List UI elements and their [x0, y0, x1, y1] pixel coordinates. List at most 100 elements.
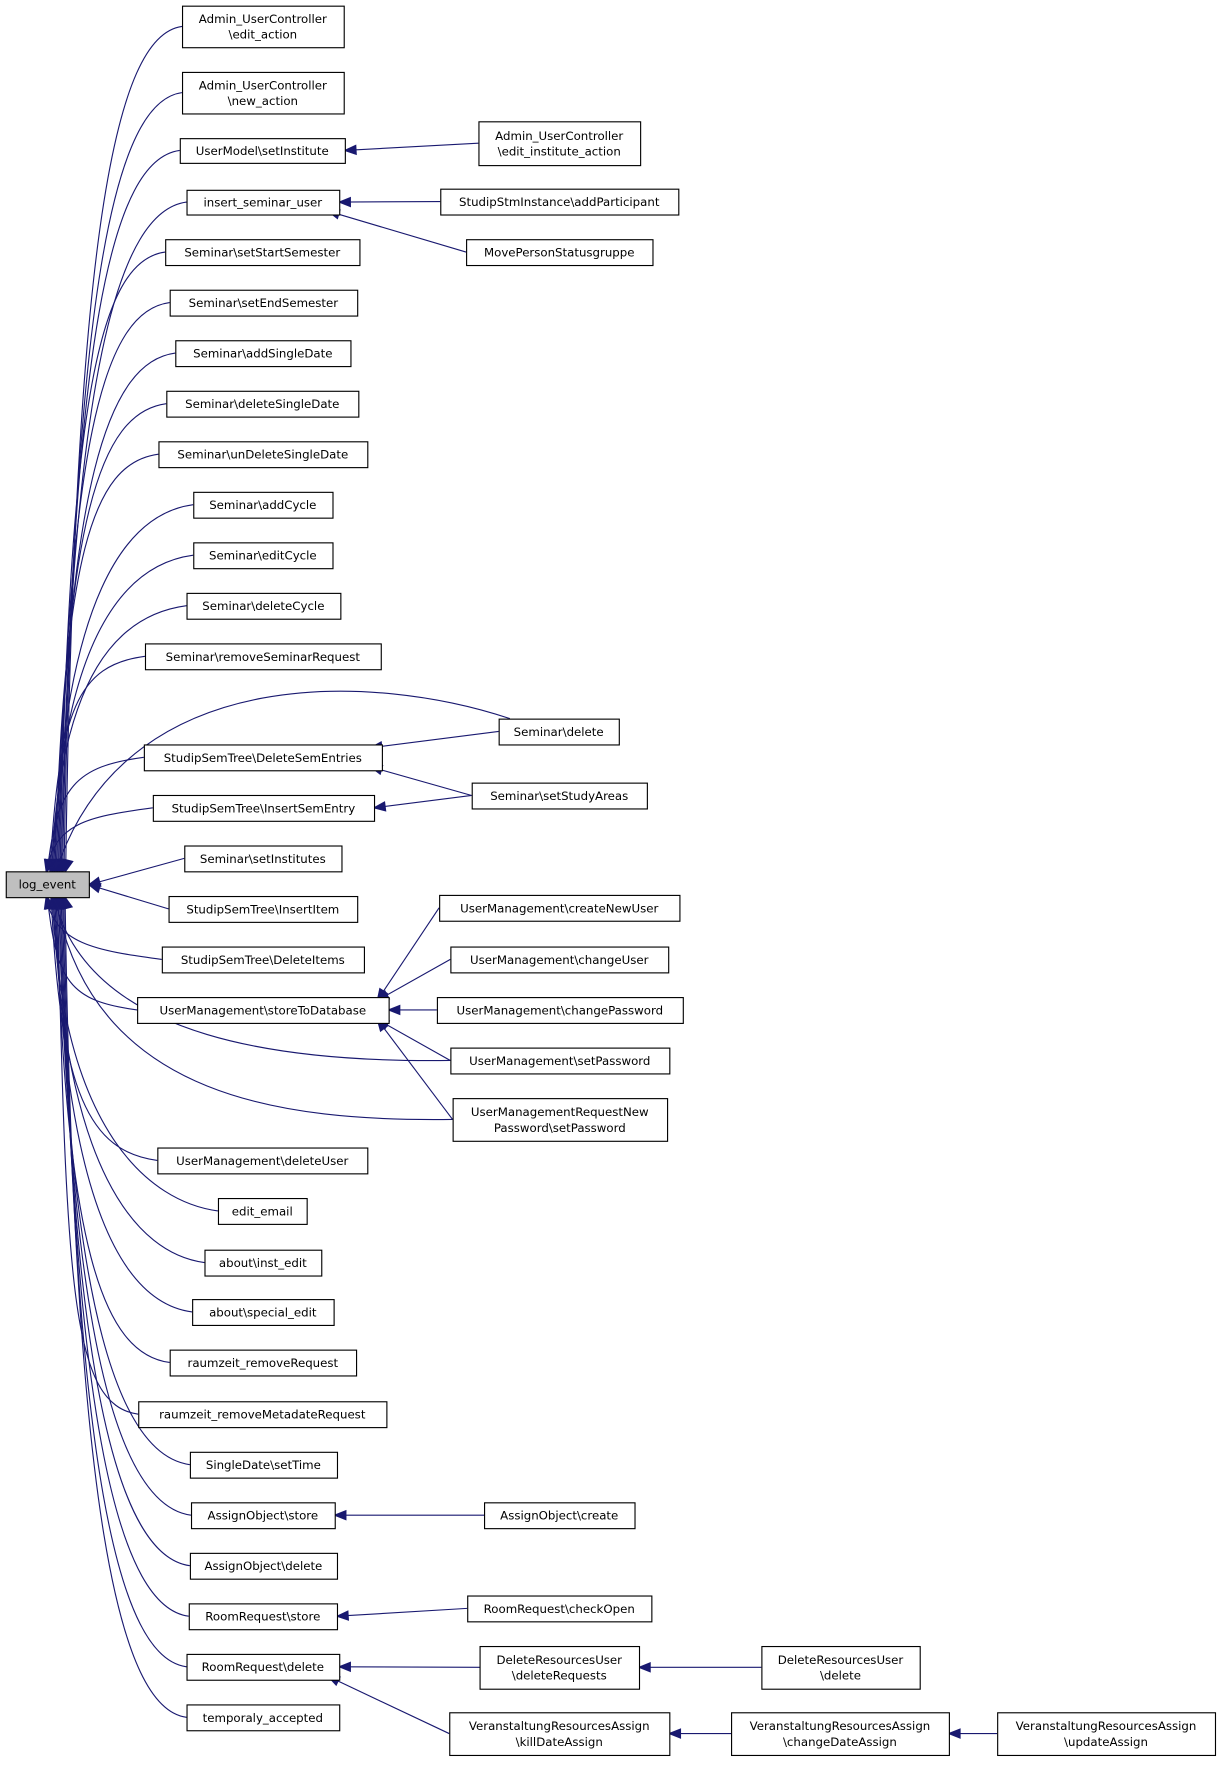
node-usermanagement-changeuser[interactable]: UserManagement\changeUser	[450, 946, 670, 974]
node-box[interactable]	[498, 718, 620, 746]
node-box[interactable]	[165, 239, 361, 267]
node-admin-usercontroller-edit-institute-action[interactable]: Admin_UserController \edit_institute_acti…	[478, 121, 642, 167]
node-box[interactable]	[193, 542, 334, 570]
node-label: \delete	[820, 1669, 861, 1683]
node-box[interactable]	[436, 997, 684, 1024]
node-seminar-addsingledate[interactable]: Seminar\addSingleDate	[175, 340, 352, 368]
node-veranstaltungresourcesassign-updateassign[interactable]: VeranstaltungResourcesAssign \updateAssig…	[997, 1712, 1217, 1757]
node-box[interactable]	[144, 643, 382, 671]
node-studipsemtree-deleteitems[interactable]: StudipSemTree\DeleteItems	[161, 946, 365, 974]
node-seminar-setstudyareas[interactable]: Seminar\setStudyAreas	[471, 782, 648, 810]
node-box[interactable]	[997, 1712, 1217, 1757]
node-seminar-delete[interactable]: Seminar\delete	[498, 718, 620, 746]
node-box[interactable]	[137, 997, 390, 1024]
node-seminar-setstartsemester[interactable]: Seminar\setStartSemester	[165, 239, 361, 267]
node-box[interactable]	[449, 1712, 671, 1757]
node-box[interactable]	[731, 1712, 950, 1757]
node-box[interactable]	[189, 1451, 339, 1479]
node-box[interactable]	[190, 1502, 336, 1530]
node-assignobject-store[interactable]: AssignObject\store	[190, 1502, 336, 1530]
node-box[interactable]	[186, 592, 342, 620]
node-box[interactable]	[466, 239, 654, 267]
node-box[interactable]	[471, 782, 648, 810]
node-box[interactable]	[193, 491, 334, 519]
node-box[interactable]	[181, 71, 345, 115]
node-box[interactable]	[192, 1299, 335, 1326]
node-deleteresourcesuser-delete[interactable]: DeleteResourcesUser \delete	[761, 1645, 921, 1690]
node-admin-usercontroller-edit-action[interactable]: Admin_UserController \edit_action	[181, 5, 345, 49]
node-insert-seminar-user[interactable]: insert_seminar_user	[186, 189, 341, 216]
node-box[interactable]	[175, 340, 352, 368]
node-roomrequest-delete[interactable]: RoomRequest\delete	[186, 1653, 341, 1681]
node-box[interactable]	[439, 894, 681, 922]
node-box[interactable]	[169, 289, 359, 317]
node-box[interactable]	[179, 138, 346, 164]
edge-k2-arrowhead	[667, 1728, 682, 1739]
node-movepersonstatusgruppe[interactable]: MovePersonStatusgruppe	[466, 239, 654, 267]
node-raumzeit-removemetadaterequest[interactable]: raumzeit_removeMetadateRequest	[138, 1401, 388, 1429]
node-veranstaltungresourcesassign-killdateassign[interactable]: VeranstaltungResourcesAssign \killDateAss…	[449, 1712, 671, 1757]
node-studipsemtree-insertitem[interactable]: StudipSemTree\InsertItem	[168, 895, 359, 923]
node-box[interactable]	[184, 845, 343, 873]
node-usermanagement-storetodatabase[interactable]: UserManagement\storeToDatabase	[137, 997, 390, 1024]
node-singledate-settime[interactable]: SingleDate\setTime	[189, 1451, 339, 1479]
node-usermanagement-createnewuser[interactable]: UserManagement\createNewUser	[439, 894, 681, 922]
node-veranstaltungresourcesassign-changedateassign[interactable]: VeranstaltungResourcesAssign \changeDateA…	[731, 1712, 950, 1757]
node-box[interactable]	[181, 5, 345, 49]
node-box[interactable]	[217, 1197, 308, 1225]
node-log-event[interactable]: log_event	[5, 871, 90, 899]
node-box[interactable]	[761, 1645, 921, 1690]
node-seminar-removeseminarrequest[interactable]: Seminar\removeSeminarRequest	[144, 643, 382, 671]
node-studipsemtree-deletesementries[interactable]: StudipSemTree\DeleteSemEntries	[143, 744, 383, 772]
node-deleteresourcesuser-deleterequests[interactable]: DeleteResourcesUser \deleteRequests	[479, 1645, 641, 1690]
node-box[interactable]	[186, 1653, 341, 1681]
node-seminar-deletecycle[interactable]: Seminar\deleteCycle	[186, 592, 342, 620]
node-about-inst-edit[interactable]: about\inst_edit	[204, 1249, 323, 1277]
node-box[interactable]	[169, 1349, 358, 1377]
node-box[interactable]	[143, 744, 383, 772]
node-box[interactable]	[161, 946, 365, 974]
node-box[interactable]	[484, 1502, 636, 1530]
node-usermodel-setinstitute[interactable]: UserModel\setInstitute	[179, 138, 346, 164]
node-usermanagement-setpassword[interactable]: UserManagement\setPassword	[450, 1047, 671, 1075]
node-box[interactable]	[440, 188, 680, 216]
node-seminar-deletesingledate[interactable]: Seminar\deleteSingleDate	[166, 390, 360, 418]
node-about-special-edit[interactable]: about\special_edit	[192, 1299, 335, 1326]
node-box[interactable]	[450, 1047, 671, 1075]
node-seminar-setinstitutes[interactable]: Seminar\setInstitutes	[184, 845, 343, 873]
node-box[interactable]	[188, 1603, 339, 1631]
node-box[interactable]	[189, 1552, 339, 1580]
node-box[interactable]	[186, 1704, 341, 1732]
node-box[interactable]	[204, 1249, 323, 1277]
node-box[interactable]	[138, 1401, 388, 1429]
node-roomrequest-checkopen[interactable]: RoomRequest\checkOpen	[467, 1595, 653, 1623]
node-box[interactable]	[158, 441, 369, 469]
node-studipstminstance-addparticipant[interactable]: StudipStmInstance\addParticipant	[440, 188, 680, 216]
node-seminar-editcycle[interactable]: Seminar\editCycle	[193, 542, 334, 570]
node-assignobject-delete[interactable]: AssignObject\delete	[189, 1552, 339, 1580]
node-box[interactable]	[452, 1098, 669, 1142]
node-studipsemtree-insertsementry[interactable]: StudipSemTree\InsertSemEntry	[152, 794, 376, 822]
node-box[interactable]	[478, 121, 642, 167]
node-box[interactable]	[5, 871, 90, 899]
node-box[interactable]	[152, 794, 376, 822]
node-temporaly-accepted[interactable]: temporaly_accepted	[186, 1704, 341, 1732]
node-seminar-addcycle[interactable]: Seminar\addCycle	[193, 491, 334, 519]
node-assignobject-create[interactable]: AssignObject\create	[484, 1502, 636, 1530]
node-seminar-undeletesingledate[interactable]: Seminar\unDeleteSingleDate	[158, 441, 369, 469]
node-usermanagementrequestnew-password-setpassword[interactable]: UserManagementRequestNew Password\setPass…	[452, 1098, 669, 1142]
node-box[interactable]	[186, 189, 341, 216]
node-box[interactable]	[479, 1645, 641, 1690]
node-seminar-setendsemester[interactable]: Seminar\setEndSemester	[169, 289, 359, 317]
node-raumzeit-removerequest[interactable]: raumzeit_removeRequest	[169, 1349, 358, 1377]
node-edit-email[interactable]: edit_email	[217, 1197, 308, 1225]
node-usermanagement-changepassword[interactable]: UserManagement\changePassword	[436, 997, 684, 1024]
node-usermanagement-deleteuser[interactable]: UserManagement\deleteUser	[157, 1147, 369, 1175]
node-box[interactable]	[157, 1147, 369, 1175]
node-box[interactable]	[166, 390, 360, 418]
node-admin-usercontroller-new-action[interactable]: Admin_UserController \new_action	[181, 71, 345, 115]
node-box[interactable]	[450, 946, 670, 974]
node-box[interactable]	[467, 1595, 653, 1623]
node-box[interactable]	[168, 895, 359, 923]
node-roomrequest-store[interactable]: RoomRequest\store	[188, 1603, 339, 1631]
